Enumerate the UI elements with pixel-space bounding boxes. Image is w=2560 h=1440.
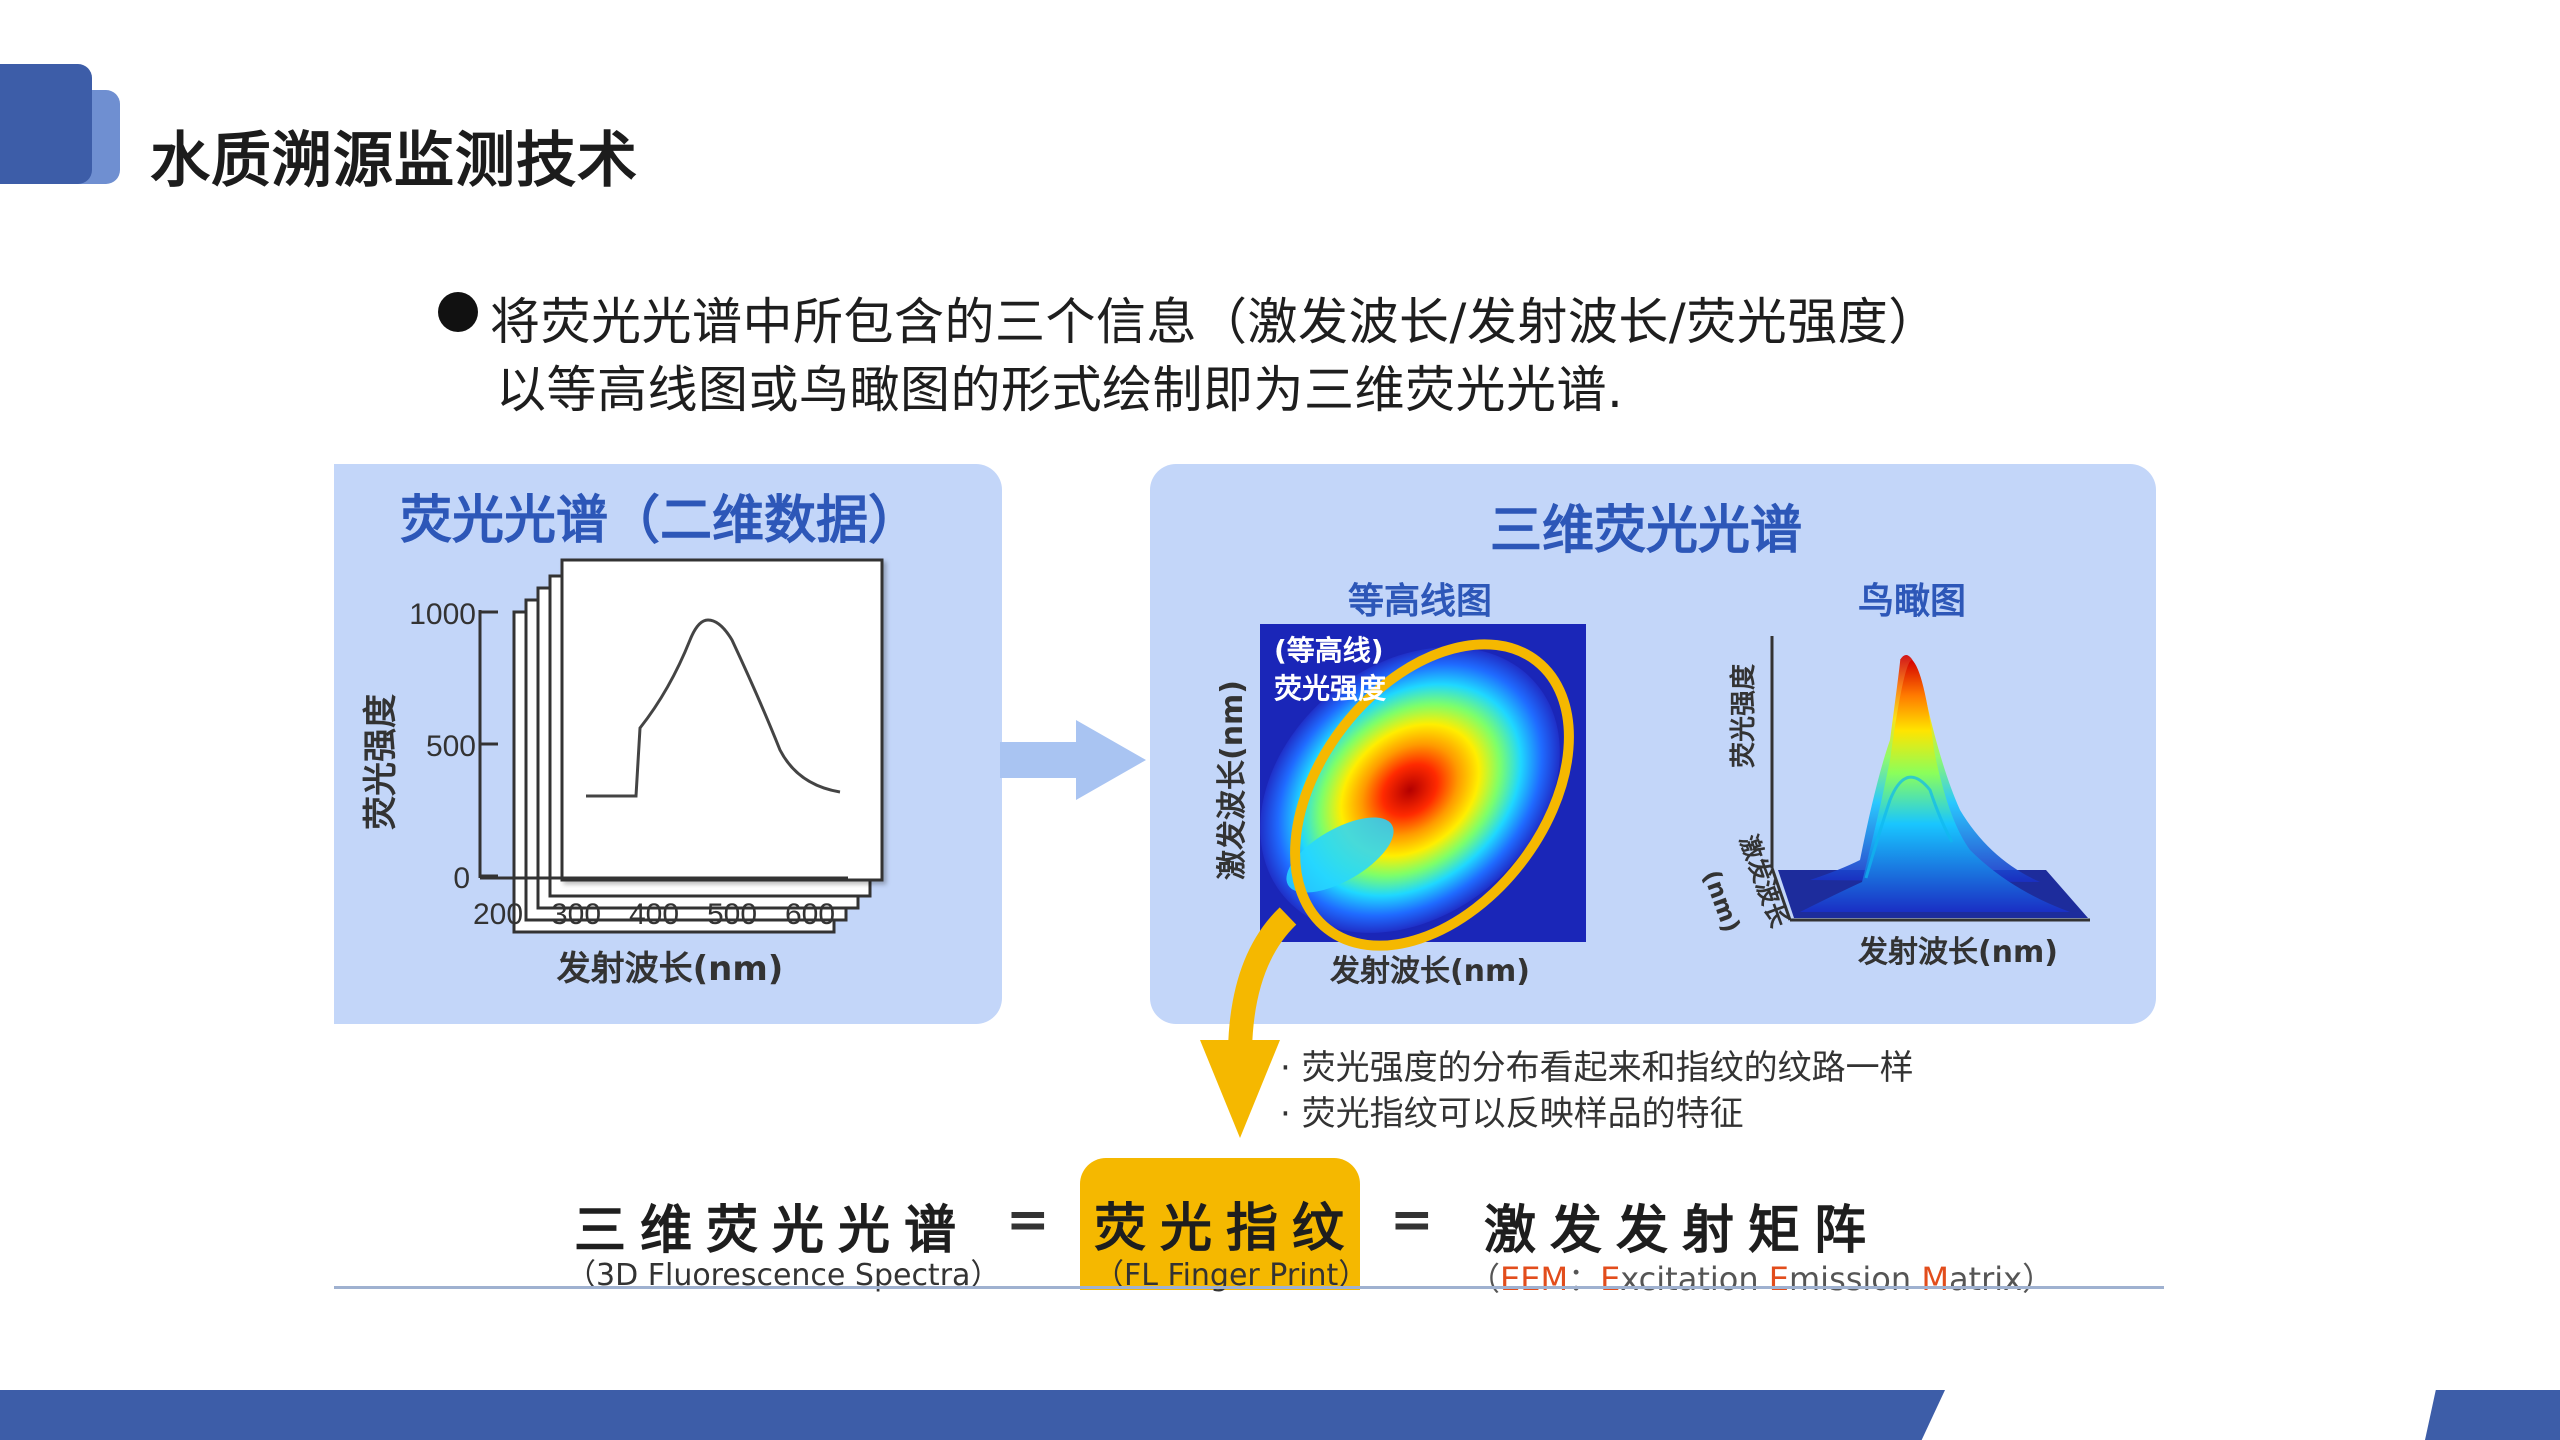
page-title: 水质溯源监测技术	[150, 126, 638, 196]
equation-fingerprint: 荧光指纹	[1094, 1199, 1359, 1259]
contour-highlight-ring	[1290, 639, 1574, 951]
birdseye-y-axis	[1770, 867, 1792, 921]
x-tick-label-600: 600	[785, 898, 835, 931]
birdseye-z-label: 荧光强度	[1728, 664, 1759, 768]
equation-3d-spectra: 三维荧光光谱	[574, 1201, 971, 1261]
contour-tail	[1286, 817, 1394, 893]
birdseye-plot: 荧光强度 激发波长 (nm) 发射波长(nm)	[1697, 636, 2090, 970]
eem-abbrev: EEM	[1500, 1260, 1569, 1298]
contour-y-label: 激发波长(nm)	[1215, 680, 1250, 880]
curved-arrow-down-icon	[1200, 907, 1297, 1138]
contour-x-label: 发射波长(nm)	[1329, 954, 1530, 989]
birdseye-ridge	[1864, 775, 1954, 879]
emission-curve	[586, 618, 841, 798]
panel-2d-title: 荧光光谱（二维数据）	[400, 491, 921, 551]
baseline-divider	[334, 1286, 2164, 1289]
x-tick-label-400: 400	[629, 898, 679, 931]
x-tick-label-200: 200	[473, 898, 523, 931]
equals-sign-2: =	[1390, 1190, 1434, 1250]
panel-3d-title: 三维荧光光谱	[1490, 501, 1803, 561]
eem-letter-e2: E	[1768, 1260, 1789, 1298]
x-axis-label: 发射波长(nm)	[557, 949, 784, 989]
eem-sub-open: （	[1468, 1260, 1501, 1298]
note-line-2: · 荧光指纹可以反映样品的特征	[1280, 1094, 1744, 1134]
x-tick-label-500: 500	[707, 898, 757, 931]
eem-letter-e1: E	[1600, 1260, 1621, 1298]
y-tick-label-1000: 1000	[409, 598, 476, 631]
stacked-sheets	[512, 558, 884, 934]
header-accent	[0, 64, 92, 184]
note-line-1: · 荧光强度的分布看起来和指纹的纹路一样	[1280, 1048, 1914, 1088]
eem-word-atrix: atrix	[1948, 1260, 2023, 1298]
eem-word-xcitation: xcitation	[1620, 1260, 1769, 1298]
equals-sign-1: =	[1006, 1190, 1050, 1250]
arrow-right-icon	[1000, 720, 1146, 800]
y-tick-label-500: 500	[426, 730, 476, 763]
bullet-text-line-1: 将荧光光谱中所包含的三个信息（激发波长/发射波长/荧光强度）	[490, 293, 1939, 351]
contour-label-line2: 荧光强度	[1274, 672, 1386, 705]
contour-label-line1: (等高线)	[1274, 634, 1384, 667]
y-tick-label-0: 0	[453, 862, 470, 895]
bullet-text-line-2: 以等高线图或鸟瞰图的形式绘制即为三维荧光光谱.	[496, 361, 1624, 419]
y-axis-label: 荧光强度	[361, 694, 401, 830]
birdseye-y-unit: (nm)	[1697, 866, 1745, 936]
eem-letter-m: M	[1921, 1260, 1949, 1298]
footer-bar-right	[2425, 1390, 2560, 1440]
spectrum-2d-figure: 1000 500 0 200 300 400 500 600 发射波长(nm) …	[361, 558, 884, 989]
equation-eem: 激发发射矩阵	[1484, 1201, 1881, 1261]
fingerprint-highlight-box	[1080, 1158, 1360, 1290]
bullet-dot-icon	[438, 292, 478, 332]
footer-bar	[0, 1390, 1945, 1440]
birdseye-surface-front	[1800, 660, 2070, 912]
contour-plot-title: 等高线图	[1348, 581, 1493, 622]
x-tick-label-300: 300	[551, 898, 601, 931]
eem-word-mission: mission	[1789, 1260, 1922, 1298]
eem-sub-colon: ：	[1568, 1260, 1601, 1298]
sheet-1	[560, 558, 884, 882]
contour-plot: (等高线) 荧光强度 发射波长(nm) 激发波长(nm)	[1215, 624, 1586, 989]
eem-sub-close: ）	[2022, 1260, 2055, 1298]
birdseye-x-label: 发射波长(nm)	[1857, 935, 2058, 970]
birdseye-plot-title: 鸟瞰图	[1858, 581, 1967, 622]
equation-eem-subtitle: （EEM：Excitation Emission Matrix）	[1468, 1254, 2054, 1300]
